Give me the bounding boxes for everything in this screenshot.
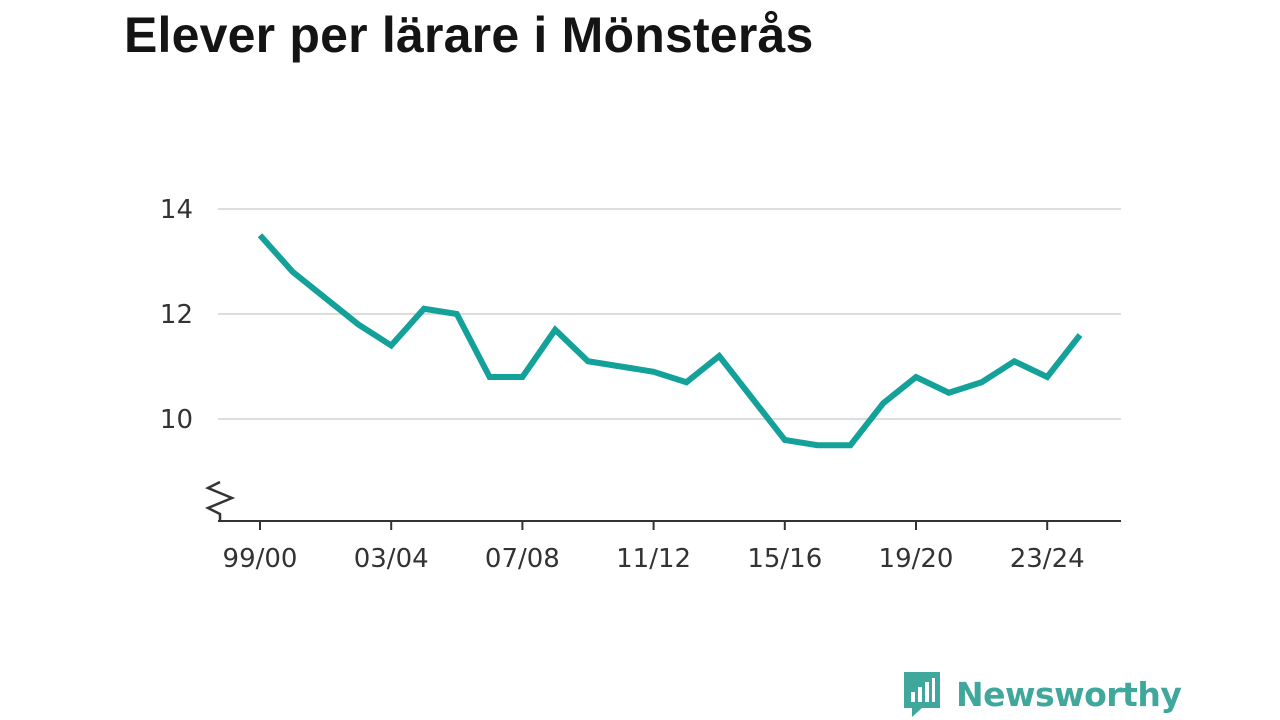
x-tick-label: 11/12 xyxy=(616,544,691,574)
x-tick-labels: 99/00 03/04 07/08 11/12 15/16 19/20 23/24 xyxy=(223,544,1085,574)
line-chart: 10 12 14 99/00 03/04 07/08 11/12 15/16 19/20 23/… xyxy=(160,195,1121,574)
series xyxy=(257,233,1083,449)
x-tick-label: 19/20 xyxy=(879,544,954,574)
chart-title: Elever per lärare i Mönsterås xyxy=(124,7,814,63)
y-tick-label: 10 xyxy=(160,405,193,435)
x-tick-label: 99/00 xyxy=(223,544,298,574)
y-tick-labels: 10 12 14 xyxy=(160,195,193,435)
y-tick-label: 12 xyxy=(160,300,193,330)
x-tick-label: 07/08 xyxy=(485,544,560,574)
newsworthy-logo-icon xyxy=(904,672,940,717)
brand-name: Newsworthy xyxy=(956,674,1182,714)
x-axis xyxy=(204,480,1121,530)
axis-break-icon xyxy=(204,480,236,521)
y-tick-label: 14 xyxy=(160,195,193,225)
gridlines xyxy=(218,208,1121,420)
x-tick-label: 23/24 xyxy=(1010,544,1085,574)
x-tick-label: 03/04 xyxy=(354,544,429,574)
series-line xyxy=(257,233,1083,449)
x-tick-label: 15/16 xyxy=(747,544,822,574)
brand: Newsworthy xyxy=(902,670,1182,718)
